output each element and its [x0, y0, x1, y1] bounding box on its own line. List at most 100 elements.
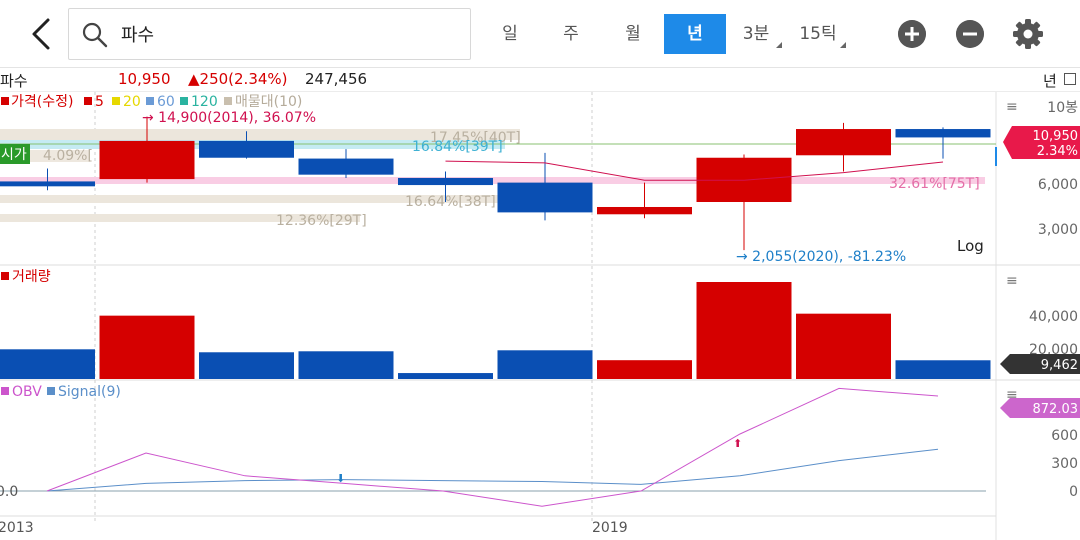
signal-line — [46, 448, 939, 492]
stock-chart[interactable]: 가격(수정) 5 20 60 120 매물대(10) → 14,900(2014… — [0, 92, 1080, 540]
legend-swatch — [1, 387, 9, 395]
price-axis: ≡ 10봉 10,950 2.34% 6,000 3,000 — [995, 99, 1080, 238]
tab-month[interactable]: 월 — [625, 24, 641, 44]
current-price: 10,950 — [118, 70, 171, 88]
legend-swatch — [47, 387, 55, 395]
obv-line — [46, 387, 939, 507]
legend-swatch — [112, 97, 120, 105]
gear-icon[interactable] — [1012, 18, 1044, 50]
obv-axis: ≡ 872.03 600 300 0 — [1000, 387, 1080, 500]
signal-up-arrow-icon: ⬆ — [733, 437, 742, 450]
obv-axis-label: 0 — [1069, 484, 1078, 500]
vp-label: 16.84%[39T] — [412, 139, 503, 155]
candle-body — [199, 140, 294, 158]
search-icon — [82, 22, 108, 48]
back-arrow-icon[interactable] — [22, 14, 62, 54]
vp-label: 12.36%[29T] — [276, 213, 367, 229]
price-axis-label: 6,000 — [1038, 177, 1078, 193]
current-price-tag-price: 10,950 — [1033, 129, 1079, 144]
panel-menu-icon[interactable]: ≡ — [1006, 387, 1018, 403]
panel-menu-icon[interactable]: ≡ — [1006, 273, 1018, 289]
volume-legend: 거래량 — [12, 269, 51, 285]
volume-bar — [497, 350, 593, 379]
stock-name: 파수 — [0, 72, 28, 90]
panel-menu-icon[interactable]: ≡ — [1006, 99, 1018, 115]
volume-axis: ≡ 40,000 20,000 9,462 — [1000, 273, 1080, 374]
ma5-line — [445, 160, 944, 181]
volume-bar — [99, 315, 195, 379]
zoom-in-plus-icon[interactable] — [898, 20, 926, 48]
legend-swatch — [1, 97, 9, 105]
volume-bar — [398, 373, 493, 379]
volume-bar — [199, 352, 294, 379]
legend-ma120: 120 — [191, 94, 218, 110]
legend-swatch — [146, 97, 154, 105]
volume-profile-labels: 17.45%[40T] 16.84%[39T] 4.09%[ 16.64%[38… — [43, 130, 980, 229]
volume-bar — [597, 360, 692, 379]
obv-legend: OBV Signal(9) — [1, 384, 121, 400]
chart-frame — [0, 92, 1080, 540]
volume-bar — [895, 360, 991, 379]
dropdown-corner-icon — [776, 42, 782, 48]
current-price-tag-pct: 2.34% — [1037, 144, 1078, 159]
candle-body — [597, 206, 692, 215]
x-axis-label: 2013 — [0, 520, 34, 536]
candle-body — [0, 181, 95, 187]
candle-body — [398, 177, 493, 186]
tab-week[interactable]: 주 — [563, 24, 579, 44]
dropdown-corner-icon — [840, 42, 846, 48]
vp-label: 4.09%[ — [43, 148, 93, 164]
legend-ma20: 20 — [123, 94, 141, 110]
volume-profile-bar — [0, 214, 360, 222]
obv-last-tag — [1000, 398, 1080, 418]
open-price-tag — [0, 144, 30, 164]
chart-type-square-icon[interactable] — [1064, 73, 1076, 85]
price-legend: 가격(수정) 5 20 60 120 매물대(10) — [1, 94, 302, 110]
tab-15tick[interactable]: 15틱 — [796, 14, 846, 54]
quote-info-bar: 파수 10,950 ▲250(2.34%) 247,456 년 — [0, 68, 1080, 92]
tab-day[interactable]: 일 — [502, 24, 518, 44]
tab-3min-label: 3분 — [742, 24, 770, 44]
legend-signal: Signal(9) — [58, 384, 121, 400]
obv-left-label: 0.0 — [0, 484, 18, 500]
volume-axis-label: 40,000 — [1029, 309, 1078, 325]
log-scale-label: Log — [957, 237, 984, 255]
tab-year[interactable]: 년 — [664, 14, 726, 54]
obv-axis-label: 300 — [1051, 456, 1078, 472]
open-price-tag-label: 시가 — [1, 147, 27, 163]
current-price-tag — [1003, 126, 1080, 159]
candle-count-label: 10봉 — [1047, 100, 1078, 116]
volume-bars — [0, 282, 991, 379]
zoom-out-minus-icon[interactable] — [956, 20, 984, 48]
candle-body — [796, 129, 891, 156]
volume-profile-bar — [0, 195, 500, 203]
tab-3min[interactable]: 3분 — [736, 14, 782, 54]
price-change: ▲250(2.34%) — [188, 70, 288, 88]
stock-search-box[interactable] — [68, 8, 471, 60]
volume-bar — [696, 282, 792, 379]
legend-volume-profile: 매물대(10) — [235, 94, 302, 110]
volume-bar — [0, 349, 95, 379]
candle-body — [497, 182, 593, 213]
legend-price: 가격(수정) — [11, 94, 73, 110]
search-input[interactable] — [121, 19, 451, 49]
trade-volume: 247,456 — [305, 70, 368, 88]
signal-down-arrow-icon: ⬇ — [336, 472, 345, 485]
legend-ma60: 60 — [157, 94, 175, 110]
tab-15tick-label: 15틱 — [799, 24, 837, 44]
x-axis-label: 2019 — [592, 520, 628, 536]
period-unit-label: 년 — [1043, 72, 1057, 90]
legend-swatch — [224, 97, 232, 105]
legend-swatch — [84, 97, 92, 105]
obv-last-tag-value: 872.03 — [1033, 402, 1079, 417]
legend-ma5: 5 — [95, 94, 104, 110]
top-toolbar: 일 주 월 년 3분 15틱 — [0, 0, 1080, 68]
volume-bar — [298, 351, 394, 379]
legend-obv: OBV — [12, 384, 42, 400]
volume-last-tag-value: 9,462 — [1041, 358, 1078, 373]
legend-swatch — [1, 272, 9, 280]
vp-label: 32.61%[75T] — [889, 176, 980, 192]
vp-label: 17.45%[40T] — [430, 130, 521, 146]
volume-bar — [796, 313, 891, 379]
legend-swatch — [180, 97, 188, 105]
